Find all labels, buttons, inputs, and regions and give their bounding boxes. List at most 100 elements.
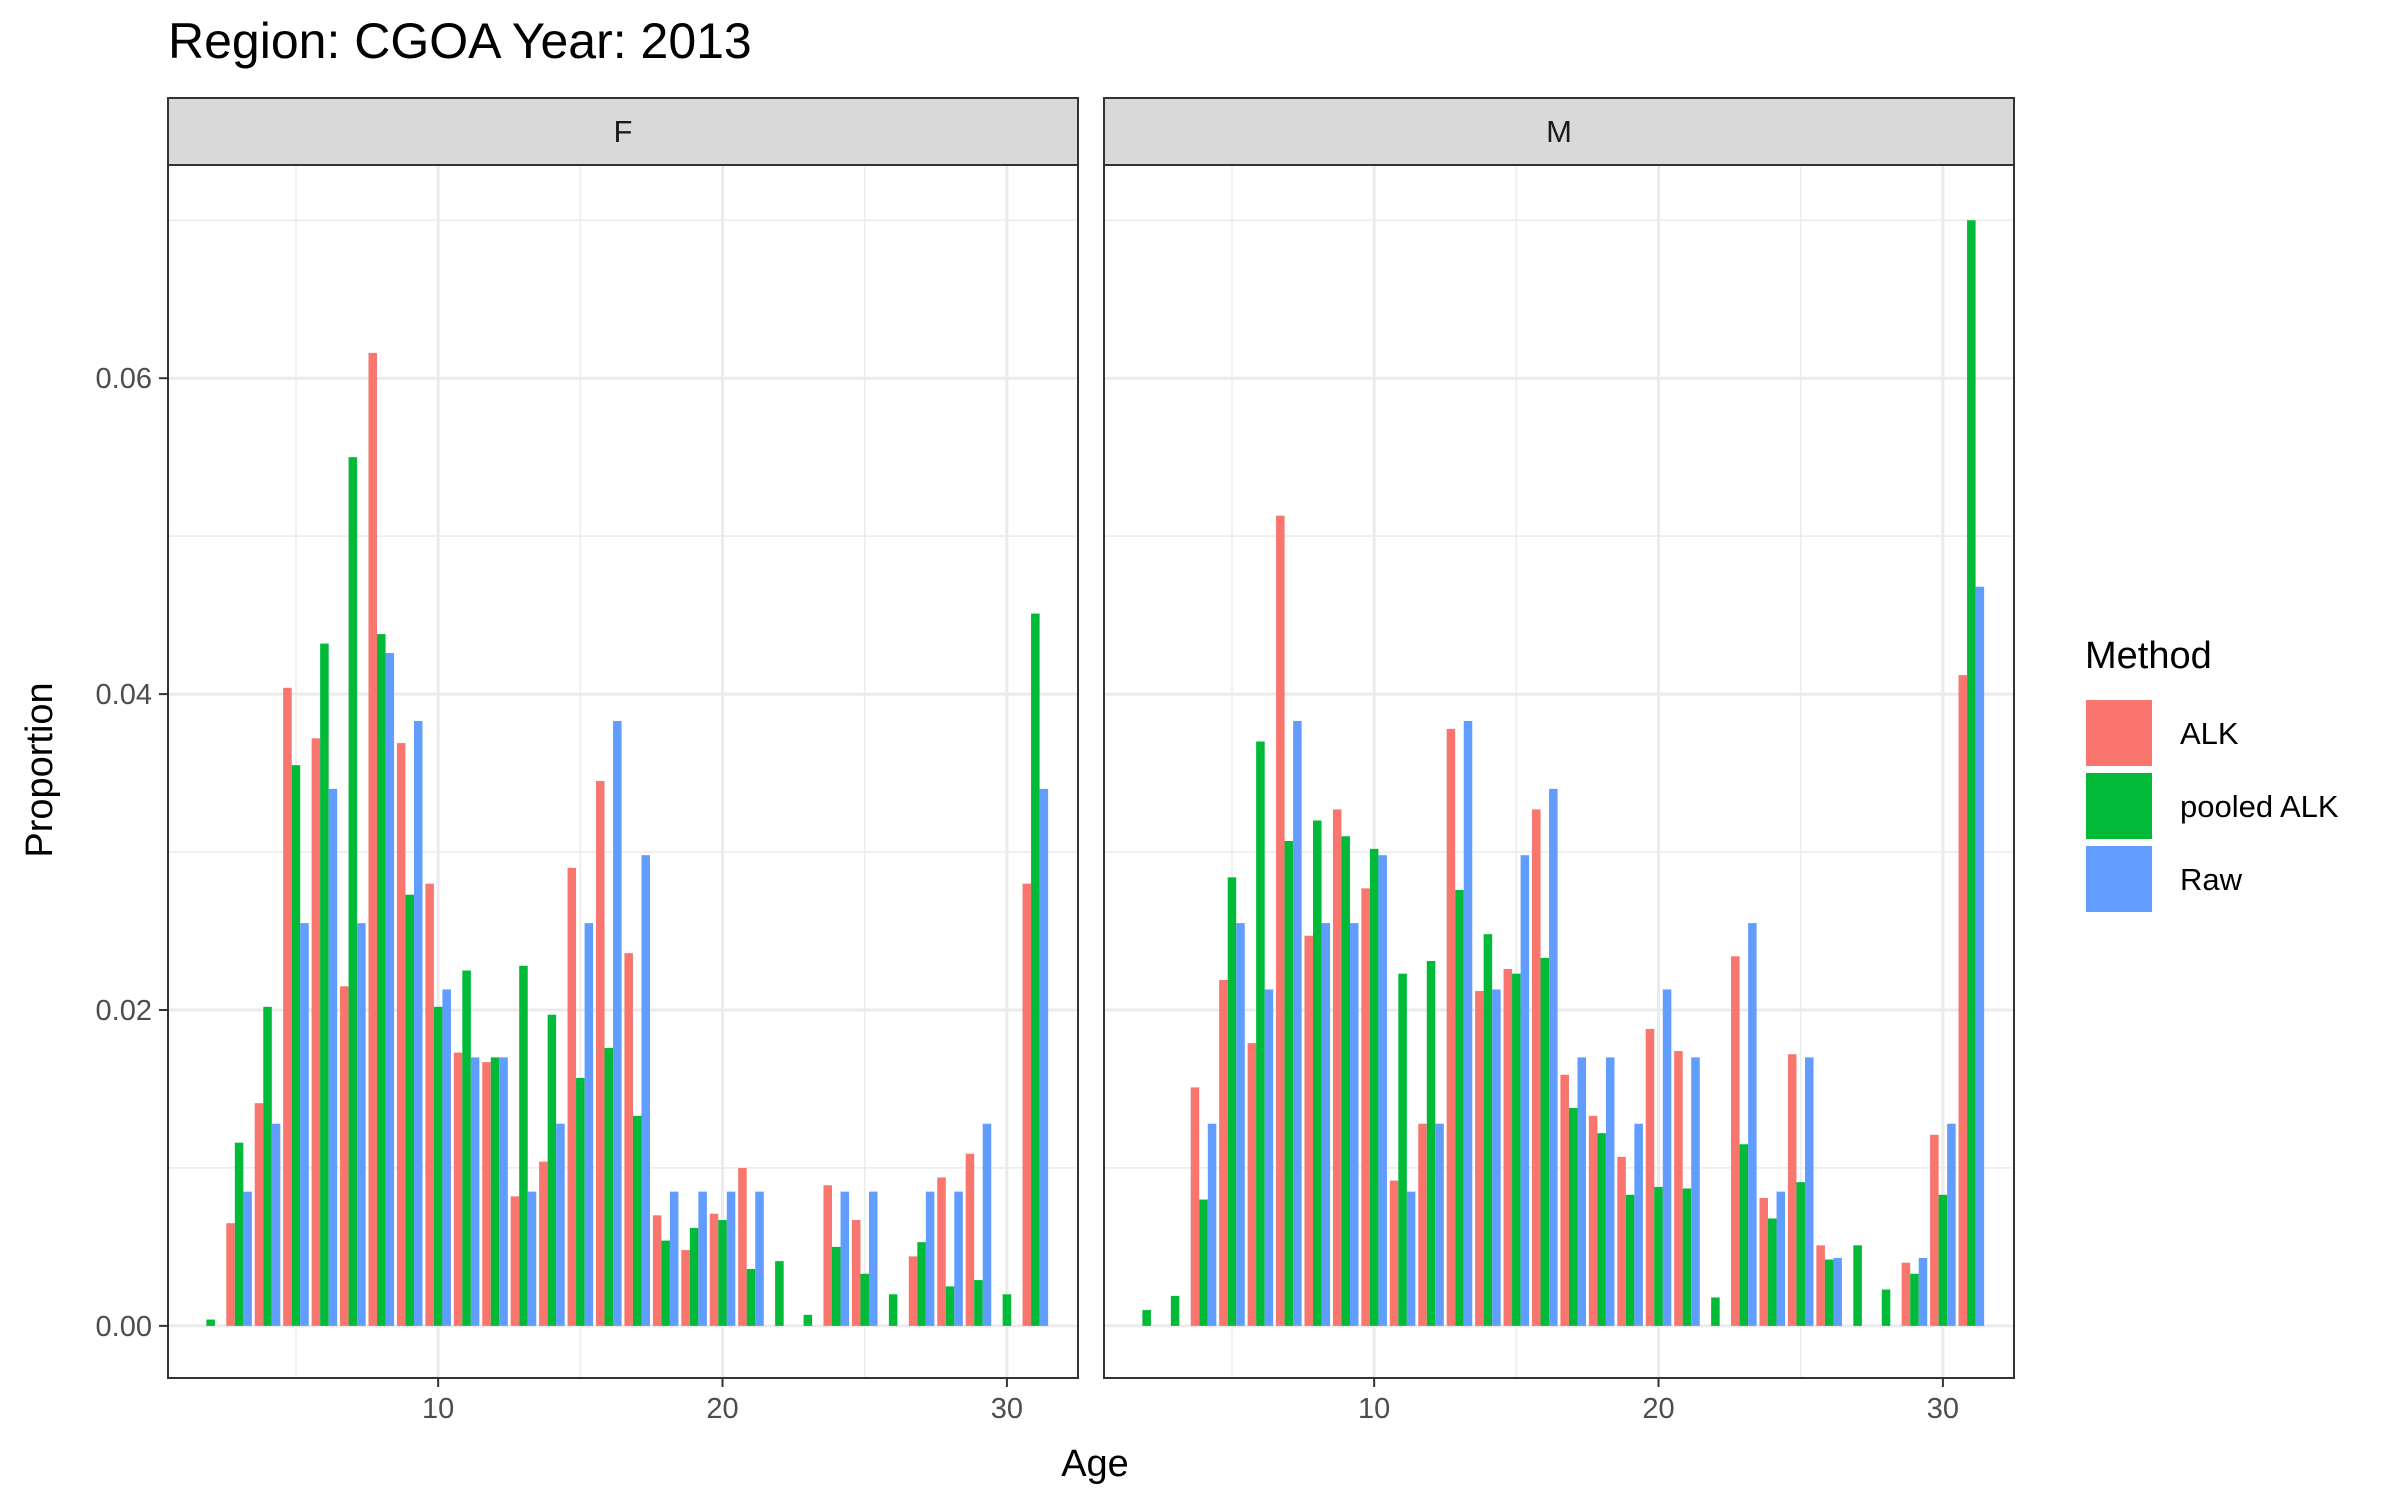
bar-pooled-alk bbox=[1853, 1245, 1862, 1326]
bar-alk bbox=[1361, 888, 1370, 1326]
bar-alk bbox=[1418, 1123, 1427, 1326]
x-tick-label: 20 bbox=[706, 1393, 738, 1425]
bar-pooled-alk bbox=[1540, 957, 1550, 1326]
bar-pooled-alk bbox=[547, 1014, 557, 1326]
facet-panels: F 10 20 30 0.00 0.02 0.04 0.06 M 10 20 30 bbox=[96, 97, 2015, 1425]
bar-alk bbox=[1022, 883, 1032, 1326]
bar-raw bbox=[669, 1191, 679, 1326]
legend-key-alk bbox=[2086, 700, 2152, 766]
bar-pooled-alk bbox=[1512, 973, 1521, 1326]
bar-raw bbox=[385, 653, 395, 1326]
bar-raw bbox=[698, 1191, 707, 1326]
legend-label: Raw bbox=[2180, 862, 2243, 897]
bar-alk bbox=[1588, 1115, 1598, 1326]
bar-pooled-alk bbox=[519, 965, 528, 1326]
bar-alk bbox=[311, 738, 321, 1326]
y-tick-label: 0.02 bbox=[96, 995, 152, 1027]
legend-title: Method bbox=[2085, 635, 2212, 677]
bar-pooled-alk bbox=[1256, 741, 1265, 1326]
bar-pooled-alk bbox=[234, 1142, 244, 1326]
bar-pooled-alk bbox=[576, 1077, 585, 1326]
bar-pooled-alk bbox=[206, 1319, 215, 1326]
bar-alk bbox=[1276, 515, 1285, 1326]
bar-raw bbox=[954, 1191, 963, 1326]
panel-border bbox=[167, 164, 1079, 1379]
bar-pooled-alk bbox=[291, 765, 301, 1326]
bar-raw bbox=[243, 1191, 252, 1326]
bar-alk bbox=[482, 1062, 491, 1326]
bar-alk bbox=[681, 1250, 690, 1326]
bar-pooled-alk bbox=[1711, 1297, 1720, 1326]
y-axis-title: Proportion bbox=[19, 682, 61, 857]
bar-pooled-alk bbox=[433, 1006, 443, 1326]
bar-pooled-alk bbox=[1625, 1194, 1635, 1326]
bar-alk bbox=[1304, 935, 1314, 1326]
bar-pooled-alk bbox=[888, 1294, 898, 1326]
bar-pooled-alk bbox=[1199, 1199, 1208, 1326]
bar-raw bbox=[868, 1191, 878, 1326]
bar-pooled-alk bbox=[462, 970, 471, 1326]
bar-alk bbox=[368, 352, 378, 1326]
bar-alk bbox=[1816, 1245, 1825, 1326]
bar-raw bbox=[271, 1123, 281, 1326]
bar-pooled-alk bbox=[1938, 1194, 1948, 1326]
bar-pooled-alk bbox=[1455, 889, 1464, 1326]
bar-raw bbox=[1293, 720, 1302, 1326]
y-tick-label: 0.06 bbox=[96, 363, 152, 395]
bar-pooled-alk bbox=[1483, 934, 1493, 1326]
bar-raw bbox=[726, 1191, 736, 1326]
bar-alk bbox=[1930, 1134, 1939, 1326]
bar-alk bbox=[510, 1196, 520, 1326]
bar-alk bbox=[1446, 728, 1456, 1326]
bar-raw bbox=[499, 1057, 508, 1326]
bar-pooled-alk bbox=[746, 1269, 756, 1326]
bar-pooled-alk bbox=[1597, 1133, 1606, 1326]
bar-pooled-alk bbox=[1369, 848, 1379, 1326]
bar-alk bbox=[283, 687, 292, 1326]
bar-pooled-alk bbox=[1170, 1295, 1180, 1326]
bar-raw bbox=[1435, 1123, 1444, 1326]
bar-alk bbox=[652, 1215, 662, 1326]
bar-raw bbox=[442, 989, 451, 1326]
x-tick-label: 10 bbox=[1358, 1393, 1390, 1425]
bar-pooled-alk bbox=[1341, 836, 1350, 1326]
bar-alk bbox=[851, 1220, 861, 1326]
bar-raw bbox=[840, 1191, 850, 1326]
bar-raw bbox=[1947, 1123, 1956, 1326]
bar-alk bbox=[823, 1185, 833, 1326]
bar-pooled-alk bbox=[1682, 1188, 1692, 1326]
bar-raw bbox=[1662, 989, 1672, 1326]
bar-raw bbox=[982, 1123, 992, 1326]
y-tick-label: 0.04 bbox=[96, 679, 152, 711]
bar-pooled-alk bbox=[1142, 1310, 1151, 1326]
bar-pooled-alk bbox=[348, 457, 358, 1326]
legend: Method ALK pooled ALK Raw bbox=[2085, 635, 2339, 912]
bar-alk bbox=[1190, 1087, 1200, 1326]
facet-panel-M: M 10 20 30 bbox=[1103, 97, 2015, 1425]
bar-alk bbox=[567, 867, 577, 1326]
panel-border bbox=[1103, 164, 2015, 1379]
bar-alk bbox=[396, 743, 406, 1326]
bar-raw bbox=[755, 1191, 764, 1326]
bar-pooled-alk bbox=[1824, 1259, 1834, 1326]
bar-raw bbox=[328, 788, 338, 1326]
bar-raw bbox=[1236, 923, 1245, 1326]
bar-alk bbox=[254, 1103, 264, 1326]
bar-raw bbox=[584, 923, 594, 1326]
bar-raw bbox=[1691, 1057, 1700, 1326]
bar-alk bbox=[1731, 956, 1740, 1326]
bar-pooled-alk bbox=[974, 1280, 983, 1326]
bar-pooled-alk bbox=[1739, 1144, 1749, 1326]
bar-pooled-alk bbox=[405, 894, 414, 1326]
bar-pooled-alk bbox=[1654, 1186, 1663, 1326]
bar-raw bbox=[1605, 1057, 1615, 1326]
facet-strip bbox=[167, 97, 1079, 166]
bar-raw bbox=[1634, 1123, 1643, 1326]
legend-label: ALK bbox=[2180, 716, 2239, 751]
bar-pooled-alk bbox=[689, 1227, 699, 1326]
bar-alk bbox=[1645, 1028, 1655, 1326]
bar-pooled-alk bbox=[1313, 820, 1322, 1326]
bar-alk bbox=[340, 986, 349, 1326]
bar-raw bbox=[1549, 788, 1558, 1326]
